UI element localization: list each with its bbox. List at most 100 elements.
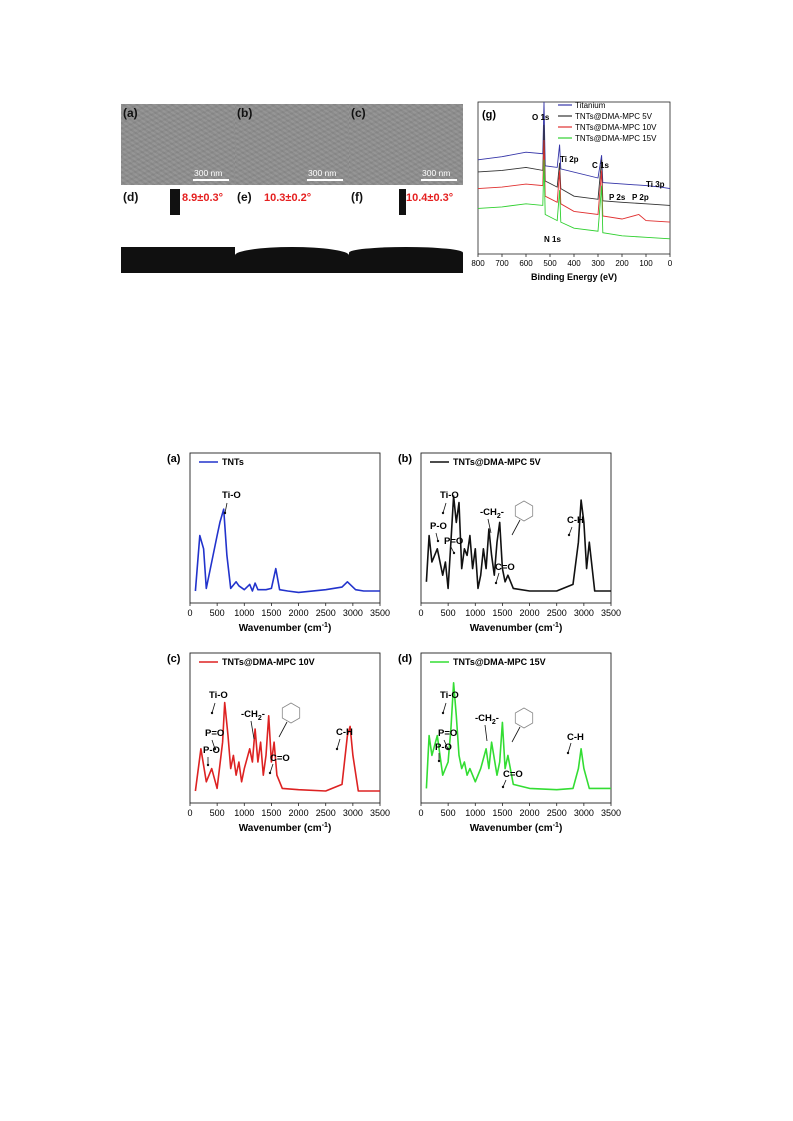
xps-legend-entry: Titanium bbox=[575, 101, 606, 110]
ftir-x-tick-label: 1000 bbox=[465, 608, 485, 618]
ftir-x-axis-label: Wavenumber (cm-1) bbox=[239, 822, 332, 834]
annotation-c-double-o: C=O bbox=[503, 769, 523, 780]
annotation-arrowhead bbox=[446, 747, 450, 751]
scale-bar-b bbox=[307, 179, 343, 181]
annotation-arrowhead bbox=[441, 711, 445, 715]
panel-label: (c) bbox=[167, 653, 181, 665]
annotation-c-h: C-H bbox=[567, 732, 584, 743]
annotation-p-o: P-O bbox=[430, 521, 447, 532]
ftir-x-tick-label: 1000 bbox=[234, 608, 254, 618]
annotation-arrow bbox=[442, 702, 447, 714]
annotation-arrow bbox=[269, 763, 274, 774]
annotation-arrowhead bbox=[566, 751, 570, 755]
contact-angle-value-e: 10.3±0.2° bbox=[264, 192, 312, 204]
sem-image-b bbox=[235, 104, 349, 185]
ftir-x-tick-label: 2000 bbox=[520, 808, 540, 818]
ftir-x-tick-label: 500 bbox=[441, 608, 456, 618]
annotation-arrow bbox=[336, 738, 341, 750]
substrate bbox=[235, 247, 349, 273]
ftir-x-axis-label: Wavenumber (cm-1) bbox=[470, 822, 563, 834]
ftir-plot-frame bbox=[189, 452, 381, 604]
annotation-c-h: C-H bbox=[336, 727, 353, 738]
panel-label-f: (f) bbox=[351, 190, 363, 204]
contact-angle-value-d: 8.9±0.3° bbox=[182, 192, 224, 204]
annotation-arrowhead bbox=[213, 747, 217, 751]
ftir-x-tick-label: 1500 bbox=[261, 808, 281, 818]
annotation-ch2: -CH2- bbox=[241, 709, 265, 722]
ftir-x-tick-label: 3500 bbox=[601, 808, 621, 818]
sem-texture bbox=[349, 104, 463, 185]
annotation-arrow bbox=[211, 739, 216, 750]
xps-legend-entry: TNTs@DMA-MPC 5V bbox=[575, 112, 653, 121]
ftir-chart-d: (d) TNTs@DMA-MPC 15V 0 500 1000 1500 2000 2500 3… bbox=[398, 652, 621, 834]
ftir-x-tick-label: 2500 bbox=[316, 808, 336, 818]
peak-label-ti3p: Ti 3p bbox=[646, 180, 665, 189]
peak-label-p2s: P 2s bbox=[609, 193, 626, 202]
annotation-arrow bbox=[567, 742, 572, 754]
peak-label-c1s: C 1s bbox=[592, 161, 609, 170]
annotation-p-double-o: P=O bbox=[205, 728, 224, 739]
ftir-x-tick-label: 3000 bbox=[574, 808, 594, 818]
xps-x-tick-label: 500 bbox=[543, 259, 557, 268]
peak-label-o1s: O 1s bbox=[532, 113, 550, 122]
annotation-arrowhead bbox=[206, 763, 210, 767]
annotation-arrow bbox=[435, 532, 439, 542]
annotation-ti-o: Ti-O bbox=[440, 490, 459, 501]
ftir-spectrum-line bbox=[425, 495, 611, 592]
panel-label-c: (c) bbox=[351, 106, 366, 120]
xps-x-tick-label: 100 bbox=[639, 259, 653, 268]
annotation-p-o: P-O bbox=[435, 742, 452, 753]
annotation-arrow bbox=[495, 572, 500, 584]
sem-image-c bbox=[349, 104, 463, 185]
ftir-chart-b: (b) TNTs@DMA-MPC 5V 0 500 1000 1500 2000 2500 30… bbox=[398, 452, 621, 634]
ftir-x-tick-label: 3500 bbox=[370, 808, 390, 818]
annotation-arrow bbox=[442, 502, 447, 514]
ftir-x-tick-label: 0 bbox=[187, 808, 192, 818]
ftir-legend-entry: TNTs bbox=[222, 457, 244, 467]
xps-x-tick-label: 300 bbox=[591, 259, 605, 268]
benzene-ring-icon bbox=[514, 707, 534, 729]
ftir-x-tick-label: 3000 bbox=[343, 608, 363, 618]
annotation-arrowhead bbox=[494, 581, 498, 585]
ftir-plot-frame bbox=[420, 652, 612, 804]
water-droplet-needle bbox=[399, 189, 406, 215]
ftir-x-tick-label: 1500 bbox=[492, 608, 512, 618]
peak-label-n1s: N 1s bbox=[544, 235, 561, 244]
ftir-x-tick-label: 2000 bbox=[289, 808, 309, 818]
xps-x-tick-label: 600 bbox=[519, 259, 533, 268]
annotation-ti-o: Ti-O bbox=[440, 690, 459, 701]
annotation-arrow bbox=[487, 518, 492, 534]
ftir-x-tick-label: 1500 bbox=[492, 808, 512, 818]
annotation-p-o: P-O bbox=[203, 745, 220, 756]
xps-series-line bbox=[477, 159, 671, 240]
annotation-arrowhead bbox=[268, 771, 272, 775]
xps-chart: (g) 800 700 600 500 400 300 200 100 0 Titanium TN… bbox=[471, 101, 673, 282]
peak-label-ti2p: Ti 2p bbox=[560, 155, 579, 164]
ftir-x-tick-label: 2500 bbox=[316, 608, 336, 618]
xps-x-tick-label: 700 bbox=[495, 259, 509, 268]
annotation-arrow bbox=[278, 721, 288, 738]
panel-label: (b) bbox=[398, 453, 412, 465]
xps-x-tick-label: 0 bbox=[668, 259, 673, 268]
ftir-x-tick-label: 500 bbox=[441, 808, 456, 818]
annotation-arrowhead bbox=[436, 539, 440, 543]
panel-label-b: (b) bbox=[237, 106, 253, 120]
scale-bar-a bbox=[193, 179, 229, 181]
annotation-arrow bbox=[511, 519, 521, 536]
peak-label-p2p: P 2p bbox=[632, 193, 649, 202]
scale-bar-c bbox=[421, 179, 457, 181]
scale-text-b: 300 nm bbox=[308, 168, 337, 178]
xps-x-tick-label: 200 bbox=[615, 259, 629, 268]
annotation-arrow bbox=[224, 502, 228, 514]
ftir-spectrum-line bbox=[425, 682, 611, 791]
annotation-ch2: -CH2- bbox=[480, 507, 504, 520]
water-droplet-needle bbox=[170, 189, 177, 215]
ftir-x-tick-label: 3500 bbox=[370, 608, 390, 618]
scale-text-c: 300 nm bbox=[422, 168, 451, 178]
xps-x-axis-label: Binding Energy (eV) bbox=[531, 272, 617, 282]
annotation-c-double-o: C=O bbox=[495, 562, 515, 573]
ftir-x-tick-label: 3000 bbox=[343, 808, 363, 818]
xps-legend-entry: TNTs@DMA-MPC 10V bbox=[575, 123, 657, 132]
annotation-arrowhead bbox=[210, 711, 214, 715]
annotation-arrow bbox=[484, 724, 488, 742]
